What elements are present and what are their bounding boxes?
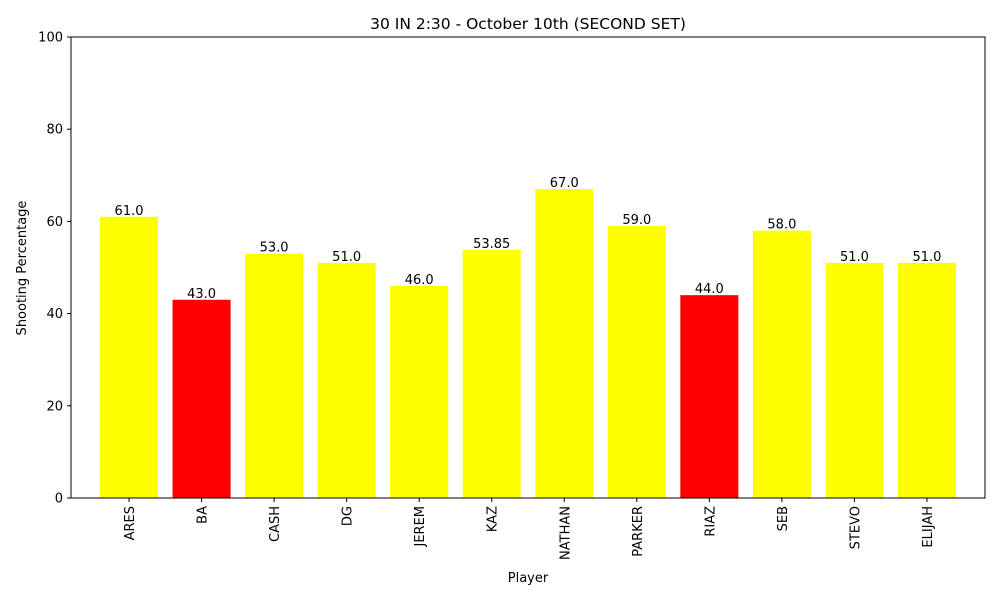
x-tick-label-cash: CASH [268,506,283,542]
bars-group [100,189,956,499]
bar-riaz [680,295,739,498]
data-label-nathan: 67.0 [550,176,579,191]
bar-parker [607,226,666,498]
data-label-kaz: 53.85 [473,237,510,252]
y-tick-label: 100 [38,31,63,46]
x-tick-label-elijah: ELIJAH [921,506,936,548]
data-label-parker: 59.0 [622,213,651,228]
data-labels-group: 61.0 43.0 53.0 51.0 46.0 53.85 67.0 59.0 44.0 58.… [115,176,942,302]
bar-kaz [462,249,521,498]
data-label-cash: 53.0 [260,241,289,256]
data-label-ba: 43.0 [187,287,216,302]
y-axis: 0 20 40 60 80 100 [38,31,71,507]
data-label-ares: 61.0 [115,204,144,219]
chart-title: 30 IN 2:30 - October 10th (SECOND SET) [370,15,686,33]
bar-seb [752,230,811,498]
bar-dg [317,262,376,498]
y-axis-label: Shooting Percentage [15,201,30,336]
y-tick-label: 20 [46,399,63,414]
x-tick-label-parker: PARKER [631,506,646,557]
data-label-stevo: 51.0 [840,250,869,265]
bar-stevo [825,262,884,498]
x-axis: ARES BA CASH DG JEREM KAZ NATHAN PARKER RIAZ SEB S… [123,498,936,560]
bar-ares [100,216,159,499]
x-tick-label-ba: BA [196,506,211,524]
x-axis-label: Player [508,571,549,586]
data-label-dg: 51.0 [332,250,361,265]
bar-nathan [535,189,594,498]
y-tick-label: 40 [46,307,63,322]
bar-jerem [390,285,449,498]
x-tick-label-jerem: JEREM [413,506,428,548]
x-tick-label-ares: ARES [123,506,138,540]
data-label-seb: 58.0 [767,218,796,233]
x-tick-label-seb: SEB [776,506,791,531]
data-label-elijah: 51.0 [912,250,941,265]
y-tick-label: 80 [46,123,63,138]
x-tick-label-dg: DG [341,506,356,526]
y-tick-label: 60 [46,215,63,230]
data-label-jerem: 46.0 [405,273,434,288]
plot-frame [70,36,986,499]
x-tick-label-kaz: KAZ [486,506,501,532]
bar-elijah [897,262,956,498]
bar-cash [245,253,304,498]
x-tick-label-riaz: RIAZ [703,506,718,537]
bar-ba [172,299,231,498]
x-tick-label-stevo: STEVO [848,506,863,549]
y-tick-label: 0 [55,492,63,507]
data-label-riaz: 44.0 [695,282,724,297]
x-tick-label-nathan: NATHAN [558,506,573,560]
